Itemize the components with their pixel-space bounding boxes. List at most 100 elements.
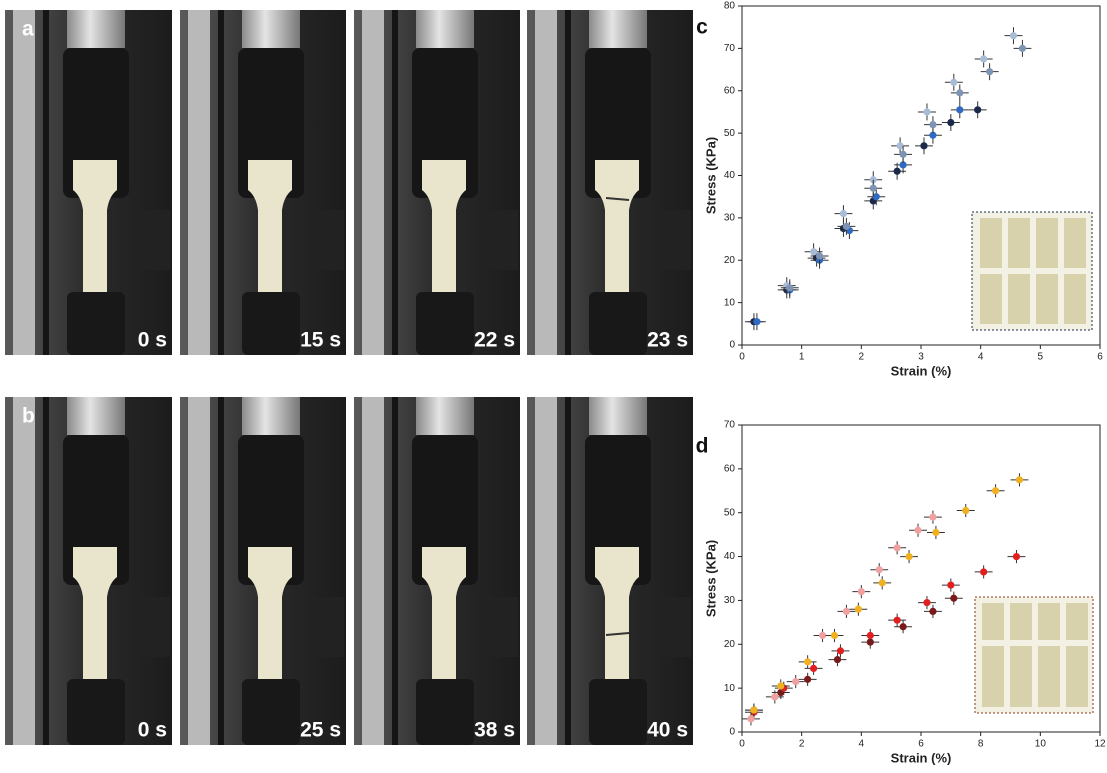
frame-strip [362,10,384,355]
point [830,631,839,640]
x-tick-label: 0 [739,739,745,750]
lower-grip [416,679,474,745]
frame-strip [13,397,35,745]
point [893,544,901,552]
point [932,528,940,537]
photo [5,397,172,745]
point [929,131,937,139]
y-tick-label: 40 [724,551,736,562]
load-cell [416,397,474,435]
point [986,68,994,76]
point [980,55,988,63]
specimen [595,547,639,719]
specimen [422,160,466,332]
rod [43,10,49,355]
point [866,631,874,640]
point [929,513,937,521]
lower-grip [242,679,300,745]
photo [527,397,693,745]
y-tick-label: 60 [724,463,736,474]
y-tick-label: 50 [724,507,736,518]
point [866,638,874,646]
side-bracket [133,210,170,270]
point [857,588,865,596]
x-tick-label: 4 [978,352,984,363]
side-bracket [655,597,691,657]
x-tick-label: 10 [1035,739,1047,750]
y-tick-label: 10 [724,683,736,694]
time-label: 0 s [138,329,167,352]
time-label: 38 s [474,719,515,742]
point [1009,32,1018,40]
y-axis-label: Stress (KPa) [703,540,718,617]
rod [218,397,224,745]
point [920,142,928,150]
rod [43,397,49,745]
y-tick-label: 70 [724,43,736,54]
inset-d [974,596,1094,714]
point [869,176,877,184]
point [980,568,988,576]
load-cell [589,10,647,48]
x-tick-label: 2 [799,739,805,750]
crack [605,632,630,636]
side-bracket [482,210,518,270]
rod [392,397,398,745]
point [842,222,851,230]
point [842,607,851,615]
point [833,656,842,664]
point [923,108,931,116]
x-tick-label: 3 [918,352,924,363]
point [1012,552,1021,561]
point [905,552,913,561]
photo [180,397,346,745]
time-label: 15 s [300,329,341,352]
frame-strip [188,10,210,355]
point [962,506,970,515]
y-tick-label: 30 [724,595,736,606]
point [771,693,779,701]
photo [5,10,172,355]
load-cell [67,397,125,435]
specimen [73,547,117,719]
frame-strip [362,397,384,745]
chart-letter: c [696,16,708,39]
point [947,118,955,127]
specimen [595,160,639,332]
point [810,664,818,673]
point [836,647,845,655]
point [929,607,937,615]
crack [605,197,630,201]
side-bracket [308,210,344,270]
point [956,106,964,114]
point [753,318,761,326]
photo [527,10,693,355]
specimen [73,160,117,332]
y-tick-label: 0 [729,727,735,738]
point [839,210,848,218]
x-axis-label: Strain (%) [891,363,952,378]
side-bracket [133,597,170,657]
point [899,161,907,169]
chart-letter: d [696,435,709,458]
point [991,487,1000,495]
x-tick-label: 5 [1038,352,1044,363]
y-axis-label: Stress (KPa) [703,137,718,214]
point [899,623,907,631]
frame-strip [535,10,557,355]
point [804,675,812,683]
point [869,184,877,192]
specimen [248,547,292,719]
y-tick-label: 30 [724,213,736,224]
lower-grip [67,679,125,745]
point [947,581,955,589]
y-tick-label: 80 [724,1,736,12]
time-label: 0 s [138,719,167,742]
x-tick-label: 1 [799,352,805,363]
lower-grip [416,292,474,355]
lower-grip [589,292,647,355]
frame-strip [13,10,35,355]
side-bracket [482,597,518,657]
specimen [248,160,292,332]
